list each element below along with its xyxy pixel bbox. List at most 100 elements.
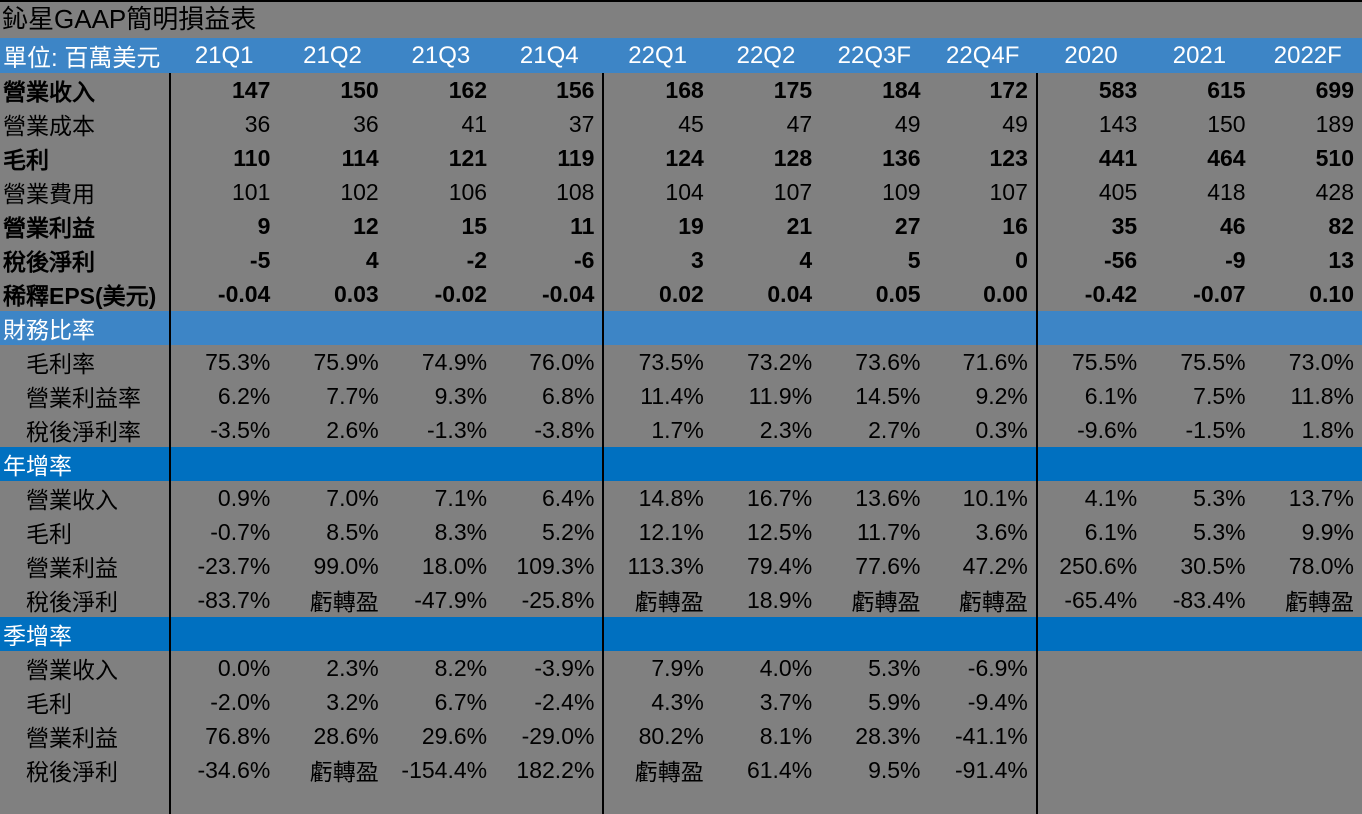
column-header-22Q3F: 22Q3F <box>820 38 929 73</box>
cell-22Q3F: 49 <box>894 110 921 137</box>
cell-21Q3: 162 <box>448 76 488 103</box>
page-title: 鈊星GAAP簡明損益表 <box>2 4 257 34</box>
section-band-cell <box>928 311 1038 345</box>
cell-21Q4: -3.8% <box>495 413 605 447</box>
cell-22Q4F: 49 <box>928 107 1038 141</box>
cell-21Q3: -154.4% <box>401 756 488 783</box>
table-row: 稅後淨利率 -3.5% 2.6% -1.3% -3.8% 1.7% 2.3% 2.7% 0.3%… <box>0 413 1362 447</box>
cell-21Q4: 37 <box>495 107 605 141</box>
cell-21Q4: -6 <box>495 243 605 277</box>
cell-22Q4F: 123 <box>928 141 1038 175</box>
column-header-22Q1: 22Q1 <box>603 38 712 73</box>
cell-21Q1: 6.2% <box>217 382 271 409</box>
cell-22Q3F: 5 <box>907 246 921 273</box>
cell-2021 <box>1145 685 1253 719</box>
section-band-cell <box>1036 447 1146 481</box>
table-row: 毛利 110 114 121 119 124 128 136 123 441 464 510 <box>0 141 1362 175</box>
column-header-2022F: 2022F <box>1253 38 1362 73</box>
cell-21Q4: 182.2% <box>495 753 605 787</box>
cell-2022F: 78.0% <box>1288 552 1354 579</box>
row-label: 稅後淨利 <box>0 753 171 787</box>
cell-2022F: 0.10 <box>1309 280 1354 307</box>
cell-21Q3: 74.9% <box>421 348 488 375</box>
divider-extension-cell <box>820 787 928 814</box>
section-band-cell <box>278 617 387 651</box>
section-band-cell <box>170 311 279 345</box>
cell-21Q2: 99.0% <box>313 552 379 579</box>
divider-extension-cell <box>603 787 711 814</box>
cell-2021: -0.07 <box>1193 280 1246 307</box>
section-band-cell <box>278 447 387 481</box>
cell-2021: -1.5% <box>1185 416 1246 443</box>
cell-21Q3: 106 <box>448 178 488 205</box>
cell-2022F: 82 <box>1328 212 1354 239</box>
cell-22Q3F: 109 <box>882 178 921 205</box>
cell-22Q2: 128 <box>773 144 813 171</box>
table-row: 營業費用 101 102 106 108 104 107 109 107 405 418 428 <box>0 175 1362 209</box>
cell-22Q2: 21 <box>786 212 813 239</box>
section-band-cell <box>928 447 1038 481</box>
cell-21Q2: 102 <box>340 178 379 205</box>
cell-2020: 35 <box>1111 212 1138 239</box>
cell-22Q1: 11.4% <box>640 382 704 409</box>
divider-extension-cell <box>1037 787 1145 814</box>
cell-21Q1: -0.7% <box>210 518 271 545</box>
cell-21Q3: -0.02 <box>434 280 488 307</box>
table-row: 稅後淨利 -34.6% 虧轉盈 -154.4% 182.2% 虧轉盈 61.4% 9.5% -9… <box>0 753 1362 787</box>
cell-2022F: 虧轉盈 <box>1285 589 1354 615</box>
column-header-21Q1: 21Q1 <box>170 38 279 73</box>
cell-2020: -65.4% <box>1064 586 1138 613</box>
section-band-cell <box>820 617 929 651</box>
cell-2020 <box>1037 719 1145 753</box>
cell-2022F: 189 <box>1315 110 1354 137</box>
row-label: 營業費用 <box>0 175 171 209</box>
table-row: 營業收入 147 150 162 156 168 175 184 172 583 615 699 <box>0 73 1362 107</box>
cell-2020: 583 <box>1098 76 1138 103</box>
cell-21Q4: 6.8% <box>495 379 605 413</box>
cell-22Q1: 7.9% <box>651 654 704 681</box>
cell-2021: 5.3% <box>1193 484 1246 511</box>
cell-22Q3F: 184 <box>882 76 921 103</box>
cell-2021: 5.3% <box>1193 518 1246 545</box>
cell-21Q3: 8.2% <box>434 654 488 681</box>
cell-2020: -56 <box>1103 246 1138 273</box>
cell-21Q4: 119 <box>495 141 605 175</box>
cell-2022F: 510 <box>1315 144 1354 171</box>
section-band-cell <box>820 447 929 481</box>
cell-2021: 615 <box>1207 76 1246 103</box>
cell-2022F: 428 <box>1315 178 1354 205</box>
cell-21Q4: 156 <box>495 73 605 107</box>
divider-extension-cell <box>928 787 1038 814</box>
cell-22Q3F: 2.7% <box>868 416 921 443</box>
cell-22Q2: 2.3% <box>759 416 813 443</box>
cell-2021 <box>1145 719 1253 753</box>
cell-2020 <box>1037 753 1145 787</box>
row-label: 營業收入 <box>0 651 171 685</box>
cell-22Q3F: 5.3% <box>868 654 921 681</box>
section-band-cell <box>495 311 605 345</box>
cell-22Q1: 虧轉盈 <box>634 759 704 785</box>
table-row: 營業成本 36 36 41 37 45 47 49 49 143 150 189 <box>0 107 1362 141</box>
cell-2021: -9 <box>1225 246 1246 273</box>
column-header-22Q2: 22Q2 <box>711 38 821 73</box>
section-band-cell <box>386 617 496 651</box>
cell-21Q2: 0.03 <box>333 280 379 307</box>
row-label: 稅後淨利率 <box>0 413 171 447</box>
cell-21Q3: 18.0% <box>421 552 488 579</box>
divider-extension-cell <box>170 787 278 814</box>
table-row: 營業利益率 6.2% 7.7% 9.3% 6.8% 11.4% 11.9% 14.5% 9.2%… <box>0 379 1362 413</box>
column-header-21Q4: 21Q4 <box>495 38 604 73</box>
table-row: 毛利 -2.0% 3.2% 6.7% -2.4% 4.3% 3.7% 5.9% -9.4% <box>0 685 1362 719</box>
cell-22Q4F: 16 <box>928 209 1038 243</box>
cell-21Q3: -47.9% <box>414 586 488 613</box>
cell-22Q2: 11.9% <box>748 382 813 409</box>
cell-21Q1: 0.9% <box>217 484 271 511</box>
section-row: 年增率 <box>0 447 1362 481</box>
section-band-cell <box>820 311 929 345</box>
section-band-cell <box>1036 311 1146 345</box>
cell-22Q2: 47 <box>786 110 813 137</box>
cell-2022F <box>1254 685 1362 719</box>
table-body: 營業收入 147 150 162 156 168 175 184 172 583 615 699 營業成… <box>0 73 1362 814</box>
cell-22Q2: 3.7% <box>759 688 813 715</box>
cell-21Q3: -1.3% <box>426 416 488 443</box>
